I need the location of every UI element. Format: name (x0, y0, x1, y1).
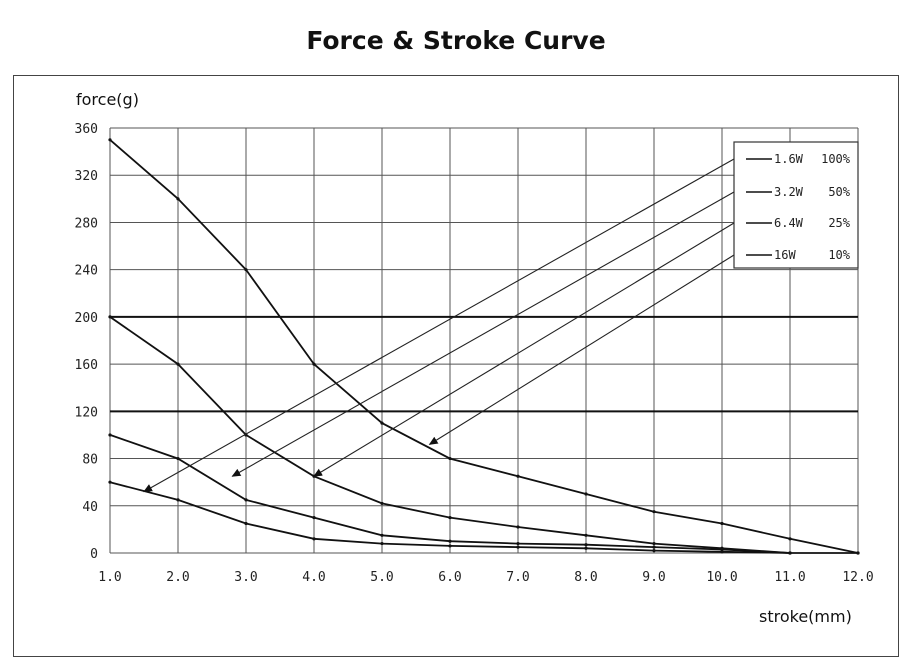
y-tick-label-1: 40 (82, 500, 98, 515)
series-2-point-0 (108, 315, 112, 319)
series-2-point-9 (720, 546, 724, 550)
legend-label-1: 3.2W (774, 185, 804, 199)
series-2-point-4 (380, 501, 384, 506)
x-tick-label-0: 1.0 (98, 570, 121, 585)
series-3-point-3 (312, 362, 316, 366)
legend-label-2: 6.4W (774, 216, 804, 230)
x-tick-label-11: 12.0 (842, 570, 873, 585)
series-1-point-7 (584, 543, 588, 547)
x-tick-label-10: 11.0 (774, 570, 805, 585)
series-2-point-6 (516, 525, 520, 529)
grid-lines (109, 127, 859, 554)
series-0-point-8 (652, 549, 656, 553)
x-tick-label-8: 9.0 (642, 570, 665, 585)
series-2-point-1 (176, 362, 180, 366)
legend-label-3: 16W (774, 248, 796, 262)
x-tick-label-4: 5.0 (370, 570, 393, 585)
legend: 1.6W 100% 3.2W 50% 6.4W 25% 16W 10% (733, 141, 859, 269)
x-tick-label-5: 6.0 (438, 570, 461, 585)
series-line-3 (109, 139, 859, 554)
x-tick-label-7: 8.0 (574, 570, 597, 585)
series-3-point-2 (244, 268, 248, 272)
series-line-0 (109, 481, 858, 554)
series-lines (108, 138, 860, 555)
series-3-point-0 (108, 138, 112, 142)
series-2-point-10 (788, 551, 792, 555)
leader-arrows (143, 158, 735, 493)
series-1-point-1 (176, 456, 180, 461)
legend-percent-2: 25% (828, 216, 850, 230)
series-1-point-8 (652, 545, 656, 549)
series-3-point-9 (720, 521, 724, 526)
series-0-point-4 (380, 541, 384, 546)
y-tick-label-2: 80 (82, 453, 98, 468)
series-0-point-9 (720, 550, 724, 554)
series-0-point-0 (108, 480, 112, 484)
series-1-point-3 (312, 515, 316, 520)
leader-arrow-0 (143, 158, 735, 493)
series-1-point-6 (516, 541, 520, 546)
series-2-point-5 (448, 515, 452, 520)
x-tick-label-1: 2.0 (166, 570, 189, 585)
series-0-point-1 (176, 498, 180, 502)
leader-arrow-2 (313, 222, 735, 477)
legend-percent-0: 100% (821, 152, 851, 166)
y-tick-label-5: 200 (75, 311, 98, 326)
legend-percent-3: 10% (828, 248, 850, 262)
y-tick-label-4: 160 (75, 358, 98, 373)
series-0-point-2 (244, 521, 248, 526)
series-1-point-0 (108, 433, 112, 437)
series-3-point-5 (448, 456, 452, 461)
y-tick-label-6: 240 (75, 264, 98, 279)
x-tick-label-2: 3.0 (234, 570, 257, 585)
chart-title: Force & Stroke Curve (306, 26, 606, 55)
series-0-point-7 (584, 546, 588, 550)
series-0-point-3 (312, 537, 316, 541)
y-axis-label: force(g) (76, 90, 139, 109)
series-3-point-8 (652, 510, 656, 514)
x-tick-label-3: 4.0 (302, 570, 325, 585)
series-3-point-4 (380, 421, 384, 425)
axis-ticks: 1.0 2.0 3.0 4.0 5.0 6.0 7.0 8.0 9.0 10.0 11.0 12.0 0… (75, 122, 874, 585)
series-2-point-8 (652, 541, 656, 546)
legend-box (733, 141, 859, 269)
series-3-point-7 (584, 492, 588, 496)
leader-arrow-3 (428, 254, 735, 445)
y-tick-label-7: 280 (75, 216, 98, 231)
chart-frame (13, 75, 899, 657)
series-3-point-11 (856, 551, 860, 555)
series-0-point-5 (448, 544, 452, 548)
series-3-point-6 (516, 474, 520, 478)
leader-arrow-1 (231, 191, 735, 477)
y-tick-label-3: 120 (75, 405, 98, 420)
series-1-point-4 (380, 533, 384, 537)
y-tick-label-9: 360 (75, 122, 98, 137)
x-tick-label-6: 7.0 (506, 570, 529, 585)
series-0-point-6 (516, 545, 520, 549)
y-tick-label-8: 320 (75, 169, 98, 184)
series-2-point-7 (584, 533, 588, 537)
x-axis-label: stroke(mm) (759, 607, 852, 626)
x-tick-label-9: 10.0 (706, 570, 737, 585)
series-3-point-1 (176, 197, 180, 201)
series-1-point-2 (244, 498, 248, 502)
series-3-point-10 (788, 537, 792, 541)
legend-percent-1: 50% (828, 185, 850, 199)
legend-label-0: 1.6W (774, 152, 804, 166)
y-tick-label-0: 0 (90, 547, 98, 562)
series-1-point-5 (448, 539, 452, 543)
